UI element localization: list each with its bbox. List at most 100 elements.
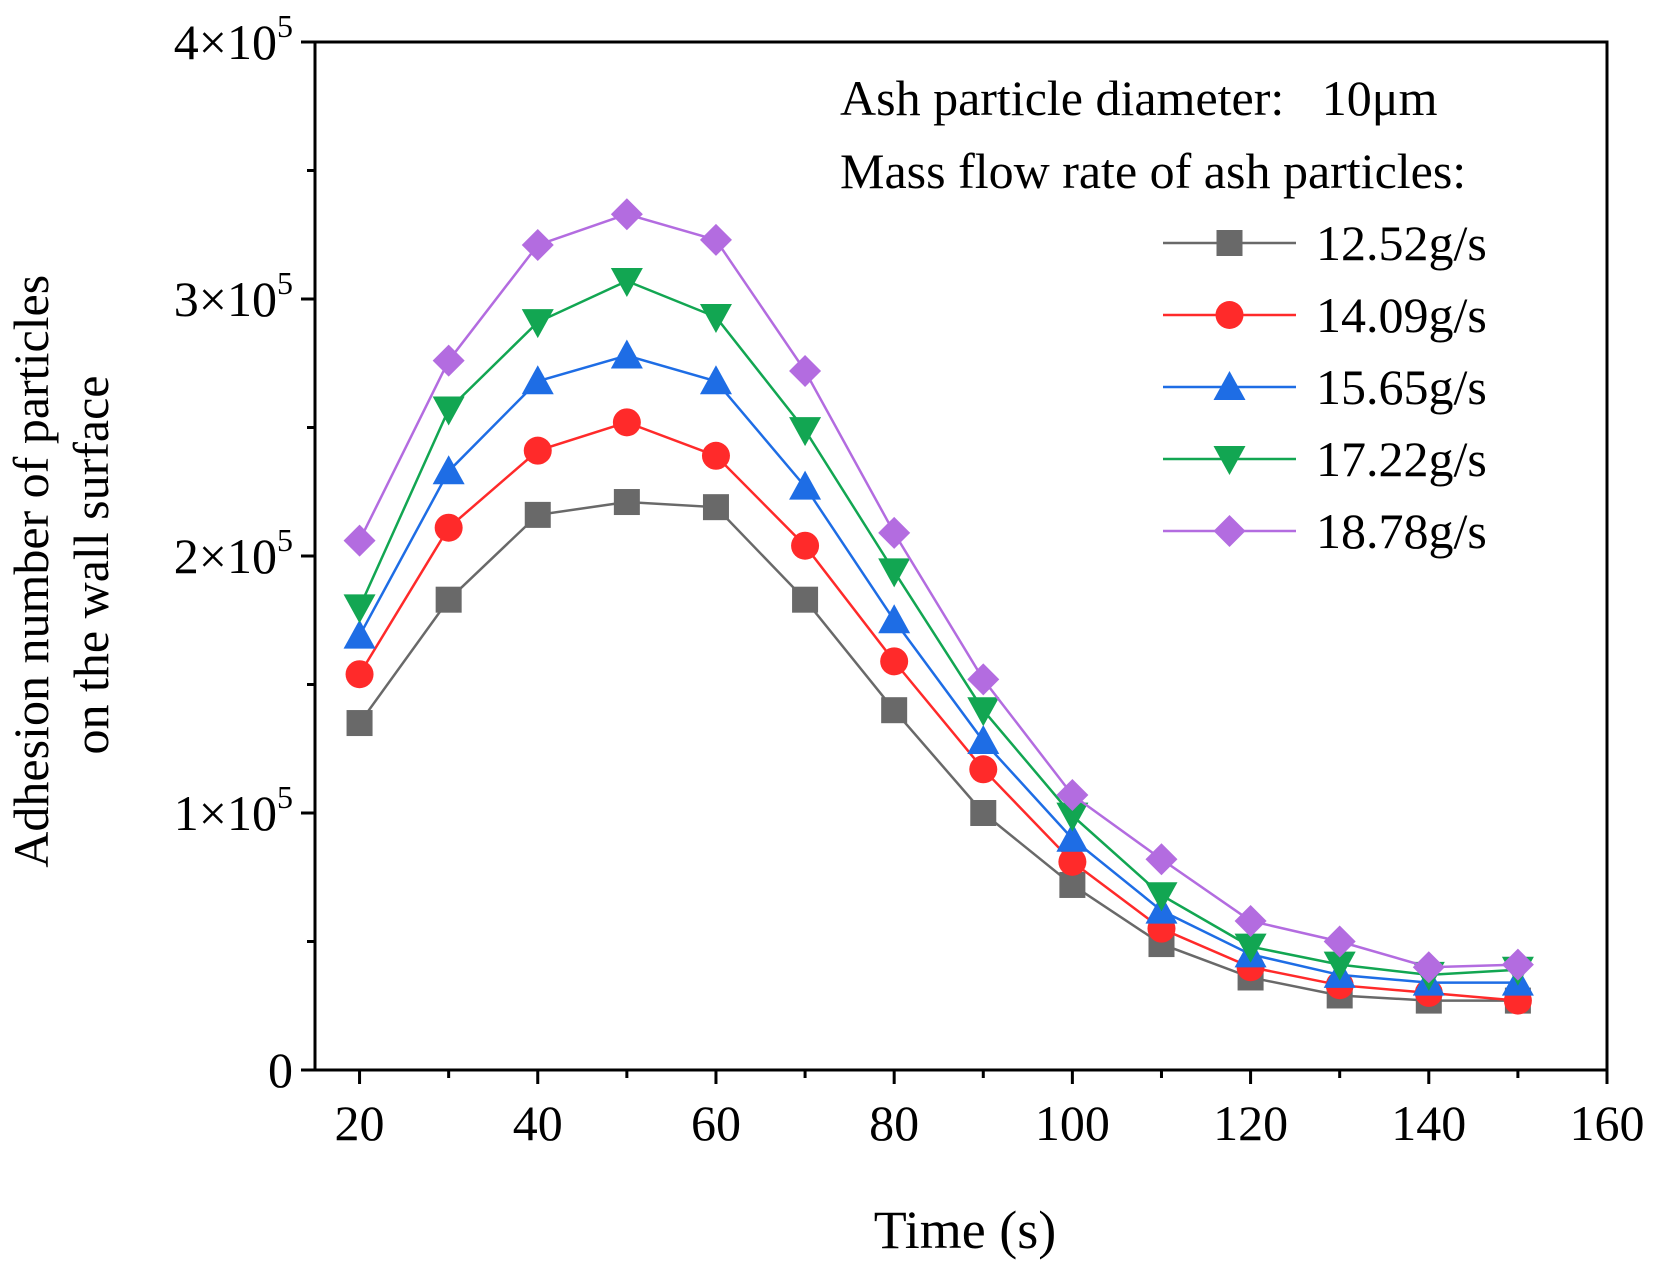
data-point <box>1059 871 1086 898</box>
data-point <box>1145 843 1178 876</box>
data-point <box>1056 802 1089 832</box>
data-point <box>432 344 465 377</box>
data-point <box>612 408 641 437</box>
data-point <box>967 697 1000 727</box>
y-tick-label-mantissa: 1×10 <box>174 785 277 841</box>
data-point <box>343 524 376 557</box>
data-point <box>610 339 643 369</box>
data-point <box>1056 822 1089 852</box>
data-point <box>1323 951 1356 981</box>
data-point <box>701 441 730 470</box>
legend-label: 14.09g/s <box>1316 287 1487 343</box>
legend-item: 17.22g/s <box>1163 431 1487 487</box>
data-point <box>1234 904 1267 937</box>
x-tick-label: 160 <box>1570 1095 1645 1151</box>
legend-marker <box>1213 515 1246 547</box>
legend-label: 15.65g/s <box>1316 359 1487 415</box>
data-point <box>524 501 551 528</box>
series-line <box>358 279 1518 977</box>
data-point <box>699 365 732 395</box>
data-point <box>523 436 552 465</box>
legend-item: 12.52g/s <box>1163 215 1487 271</box>
legend-marker <box>1213 446 1246 475</box>
data-point <box>967 663 1000 696</box>
data-point <box>346 710 373 737</box>
data-point <box>878 604 911 634</box>
data-point <box>878 558 911 588</box>
data-point <box>435 586 462 613</box>
y-tick-label: 1×105 <box>174 779 293 841</box>
data-point <box>970 800 997 826</box>
y-tick-label-exponent: 5 <box>277 779 293 815</box>
x-tick-label: 40 <box>513 1095 563 1151</box>
data-point <box>432 396 465 426</box>
legend-marker <box>1215 301 1244 329</box>
data-point <box>613 489 640 516</box>
series-layer <box>343 198 1534 1015</box>
legend-item: 14.09g/s <box>1163 287 1487 343</box>
data-point <box>699 303 732 333</box>
data-point <box>1145 882 1178 912</box>
data-point <box>521 365 554 395</box>
data-point <box>878 516 911 549</box>
data-point <box>343 619 376 649</box>
data-point <box>1058 847 1087 876</box>
legend-label: 17.22g/s <box>1316 431 1487 487</box>
series-3 <box>343 339 1534 996</box>
y-axis-title-line-2: on the wall surface <box>63 375 119 754</box>
data-point <box>610 268 643 298</box>
legend-item: 18.78g/s <box>1163 503 1487 559</box>
x-tick-label: 100 <box>1035 1095 1110 1151</box>
data-point <box>880 647 909 676</box>
data-point <box>967 725 1000 755</box>
data-point <box>610 198 643 231</box>
series-line <box>358 354 1518 984</box>
x-axis-title: Time (s) <box>874 1200 1057 1260</box>
data-point <box>1056 779 1089 812</box>
y-tick-label: 2×105 <box>174 522 293 584</box>
data-point <box>969 755 998 784</box>
legend-marker <box>1213 371 1246 400</box>
data-point <box>343 594 376 624</box>
x-tick-label: 140 <box>1391 1095 1466 1151</box>
y-tick-label: 3×105 <box>174 265 293 327</box>
legend: 12.52g/s 14.09g/s 15.65g/s 17.22g/s 18.78g/s <box>1163 215 1487 559</box>
data-point <box>345 660 374 689</box>
data-point <box>521 229 554 262</box>
series-line <box>358 500 1518 1002</box>
series-1 <box>346 489 1531 1014</box>
annotation-diameter: Ash particle diameter: 10μm <box>840 70 1438 126</box>
data-point <box>789 354 822 387</box>
y-tick-label-mantissa: 4×10 <box>174 14 277 70</box>
series-5 <box>343 198 1534 984</box>
data-point <box>789 470 822 500</box>
data-point <box>789 417 822 447</box>
y-tick-label: 0 <box>268 1042 293 1098</box>
data-point <box>1234 933 1267 963</box>
data-point <box>792 586 819 613</box>
data-point <box>699 223 732 256</box>
series-line <box>358 212 1518 969</box>
data-point <box>702 494 729 521</box>
data-point <box>791 531 820 560</box>
x-tick-label: 80 <box>869 1095 919 1151</box>
y-tick-label-exponent: 5 <box>277 522 293 558</box>
annotation-mass-flow-title: Mass flow rate of ash particles: <box>840 143 1466 199</box>
data-point <box>432 455 465 485</box>
data-point <box>881 697 908 724</box>
y-axis-title: Adhesion number of particles on the wall… <box>3 262 119 867</box>
series-4 <box>343 268 1534 991</box>
legend-label: 12.52g/s <box>1316 215 1487 271</box>
axis-layer: 20 40 60 80 100 120 140 16001×1052×1053×1054×10… <box>174 8 1645 1151</box>
data-point <box>1412 951 1445 984</box>
y-tick-label-mantissa: 2×10 <box>174 528 277 584</box>
x-tick-label: 120 <box>1213 1095 1288 1151</box>
x-tick-label: 20 <box>335 1095 385 1151</box>
data-point <box>521 309 554 339</box>
legend-item: 15.65g/s <box>1163 359 1487 415</box>
series-2 <box>345 408 1532 1015</box>
x-tick-label: 60 <box>691 1095 741 1151</box>
legend-marker <box>1216 230 1243 256</box>
data-point <box>434 513 463 542</box>
